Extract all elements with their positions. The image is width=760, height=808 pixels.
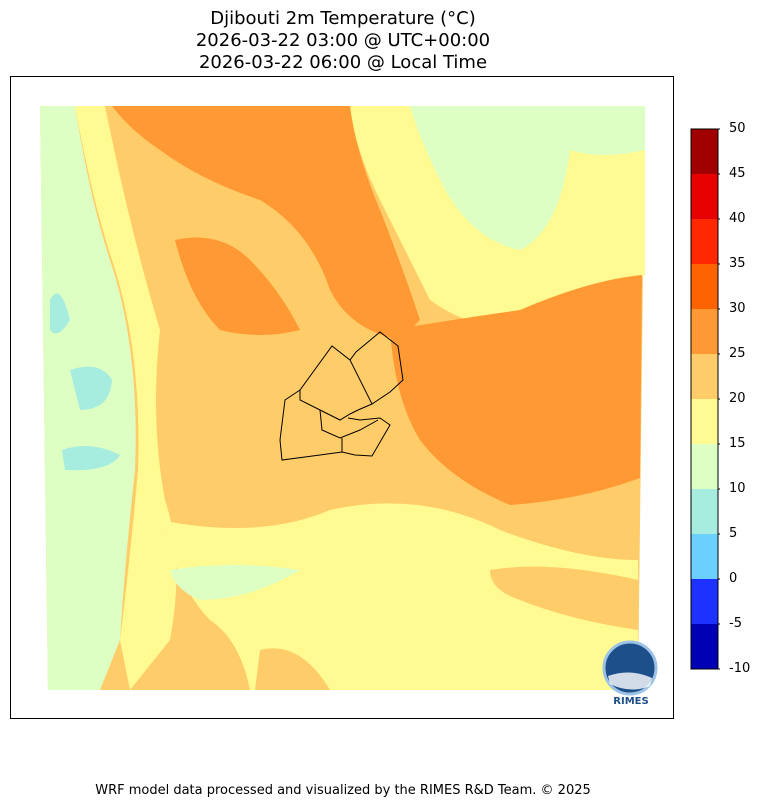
colorbar-tick-label: 15 (729, 436, 746, 451)
colorbar-bin (691, 354, 718, 400)
field-northeast-light (410, 106, 645, 250)
colorbar-tick-label: 5 (729, 526, 738, 541)
colorbar-bin (691, 264, 718, 310)
colorbar-tick-label: 30 (729, 301, 746, 316)
map-title: Djibouti 2m Temperature (°C) (210, 8, 476, 29)
colorbar-bin (691, 444, 718, 490)
field-east-orange (390, 275, 642, 505)
colorbar-tick-label: 0 (729, 571, 738, 586)
colorbar-bin (691, 174, 718, 220)
colorbar-bin (691, 219, 718, 265)
colorbar-tick-label: 25 (729, 346, 746, 361)
djibouti-borders (279, 331, 404, 461)
field-west-cyan (50, 293, 120, 471)
utc-time: 2026-03-22 03:00 @ UTC+00:00 (195, 30, 491, 51)
colorbar-bin (691, 489, 718, 535)
colorbar-tick-label: 35 (729, 256, 746, 271)
colorbar-bin (691, 309, 718, 355)
colorbar-bin (691, 534, 718, 580)
colorbar-bin (691, 579, 718, 625)
colorbar-tick-label: 40 (729, 211, 746, 226)
colorbar-tick-label: 20 (729, 391, 746, 406)
footer-credit: WRF model data processed and visualized … (95, 783, 591, 798)
colorbar-tick-label: 45 (729, 166, 746, 181)
field-north-orange (112, 106, 420, 340)
field-south-light (170, 565, 300, 600)
local-time: 2026-03-22 06:00 @ Local Time (198, 52, 488, 73)
rimes-logo: RIMES (602, 640, 658, 707)
colorbar-tick-label: 50 (729, 121, 746, 136)
map-frame (10, 76, 674, 719)
svg-text:RIMES: RIMES (613, 696, 648, 707)
colorbar-bin (691, 399, 718, 445)
field-south-yellow (160, 503, 638, 690)
field-west-yellow (75, 106, 177, 690)
field-south-orange (255, 566, 638, 690)
temperature-map (40, 106, 645, 690)
colorbar-tick-label: 10 (729, 481, 746, 496)
colorbar-tick-label: -10 (729, 661, 751, 676)
field-west-orange (175, 237, 300, 335)
colorbar-bin (691, 624, 718, 670)
colorbar-bin (691, 129, 718, 175)
colorbar-tick-label: -5 (729, 616, 742, 631)
colorbar (690, 128, 720, 670)
